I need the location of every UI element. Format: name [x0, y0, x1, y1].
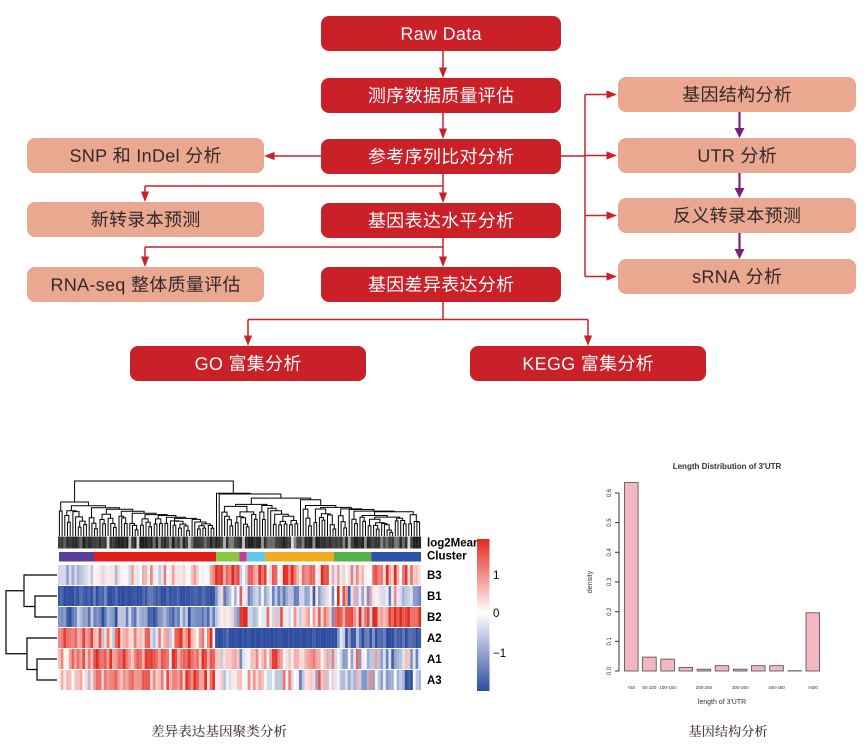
svg-text:1: 1: [493, 570, 499, 582]
svg-text:<50: <50: [627, 685, 635, 690]
svg-text:A1: A1: [427, 654, 442, 666]
svg-text:0.5: 0.5: [607, 518, 613, 527]
svg-text:0.2: 0.2: [607, 607, 613, 616]
svg-text:Length Distribution of 3'UTR: Length Distribution of 3'UTR: [673, 462, 782, 471]
svg-text:B3: B3: [427, 570, 442, 582]
svg-text:density: density: [587, 570, 594, 593]
svg-text:200-250: 200-250: [696, 685, 713, 690]
svg-text:300-350: 300-350: [732, 685, 749, 690]
svg-text:−1: −1: [493, 648, 506, 660]
svg-text:0: 0: [493, 608, 499, 620]
svg-text:A2: A2: [427, 633, 442, 645]
svg-text:0.4: 0.4: [607, 547, 613, 556]
svg-text:0.6: 0.6: [607, 488, 613, 497]
svg-text:400-450: 400-450: [768, 685, 785, 690]
svg-text:A3: A3: [427, 675, 442, 687]
svg-text:50-100: 50-100: [642, 685, 657, 690]
svg-text:0.0: 0.0: [607, 666, 613, 675]
svg-text:100-150: 100-150: [659, 685, 676, 690]
svg-text:B1: B1: [427, 591, 442, 603]
svg-text:>500: >500: [808, 685, 819, 690]
svg-text:log2Mean: log2Mean: [427, 538, 480, 550]
svg-text:B2: B2: [427, 612, 442, 624]
svg-text:Cluster: Cluster: [427, 551, 467, 563]
svg-text:0.3: 0.3: [607, 577, 613, 586]
svg-text:length of 3'UTR: length of 3'UTR: [698, 699, 746, 706]
svg-text:0.1: 0.1: [607, 636, 613, 645]
